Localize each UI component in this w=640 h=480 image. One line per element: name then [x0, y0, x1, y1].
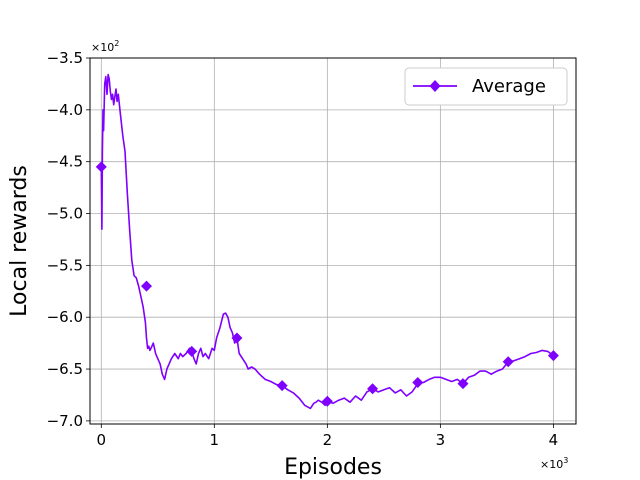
series-marker-point: [412, 377, 424, 389]
y-tick-label: −4.0: [47, 101, 83, 119]
legend-box: [404, 67, 568, 106]
y-tick-label: −4.5: [47, 153, 83, 171]
series-marker-point: [186, 345, 198, 357]
series-marker-point: [231, 332, 243, 344]
series-marker-point: [321, 395, 333, 407]
series-marker-point: [367, 383, 379, 395]
plot-frame: [89, 57, 577, 425]
x-tick-label: 1: [210, 431, 220, 449]
series-marker-point: [141, 280, 153, 292]
y-axis-multiplier: ×102: [91, 39, 119, 54]
y-tick-label: −6.5: [47, 360, 83, 378]
series-marker-point: [95, 161, 107, 173]
y-axis-label: Local rewards: [7, 165, 32, 317]
x-axis-multiplier: ×103: [540, 456, 568, 471]
y-tick-label: −3.5: [47, 49, 83, 67]
series-marker-point: [457, 378, 469, 390]
legend-marker-diamond: [429, 80, 441, 92]
x-axis-label: Episodes: [284, 455, 382, 480]
legend: Average: [404, 67, 568, 106]
series-marker-point: [276, 380, 288, 392]
x-tick-label: 3: [436, 431, 446, 449]
series-markers: [95, 161, 559, 407]
x-axis-ticks: 0 1 2 3 4: [97, 424, 559, 449]
x-tick-label: 4: [549, 431, 559, 449]
x-tick-label: 0: [97, 431, 107, 449]
x-tick-label: 2: [323, 431, 333, 449]
legend-label: Average: [472, 76, 546, 97]
y-tick-label: −5.5: [47, 256, 83, 274]
y-axis-ticks: −3.5 −4.0 −4.5 −5.0 −5.5 −6.0 −6.5 −7.0: [47, 49, 90, 430]
y-tick-label: −6.0: [47, 308, 83, 326]
series-marker-point: [502, 356, 514, 368]
series-marker-point: [547, 350, 559, 362]
y-tick-label: −7.0: [47, 412, 83, 430]
series-average: [100, 73, 554, 410]
series-line-average: [100, 73, 554, 410]
y-tick-label: −5.0: [47, 205, 83, 223]
